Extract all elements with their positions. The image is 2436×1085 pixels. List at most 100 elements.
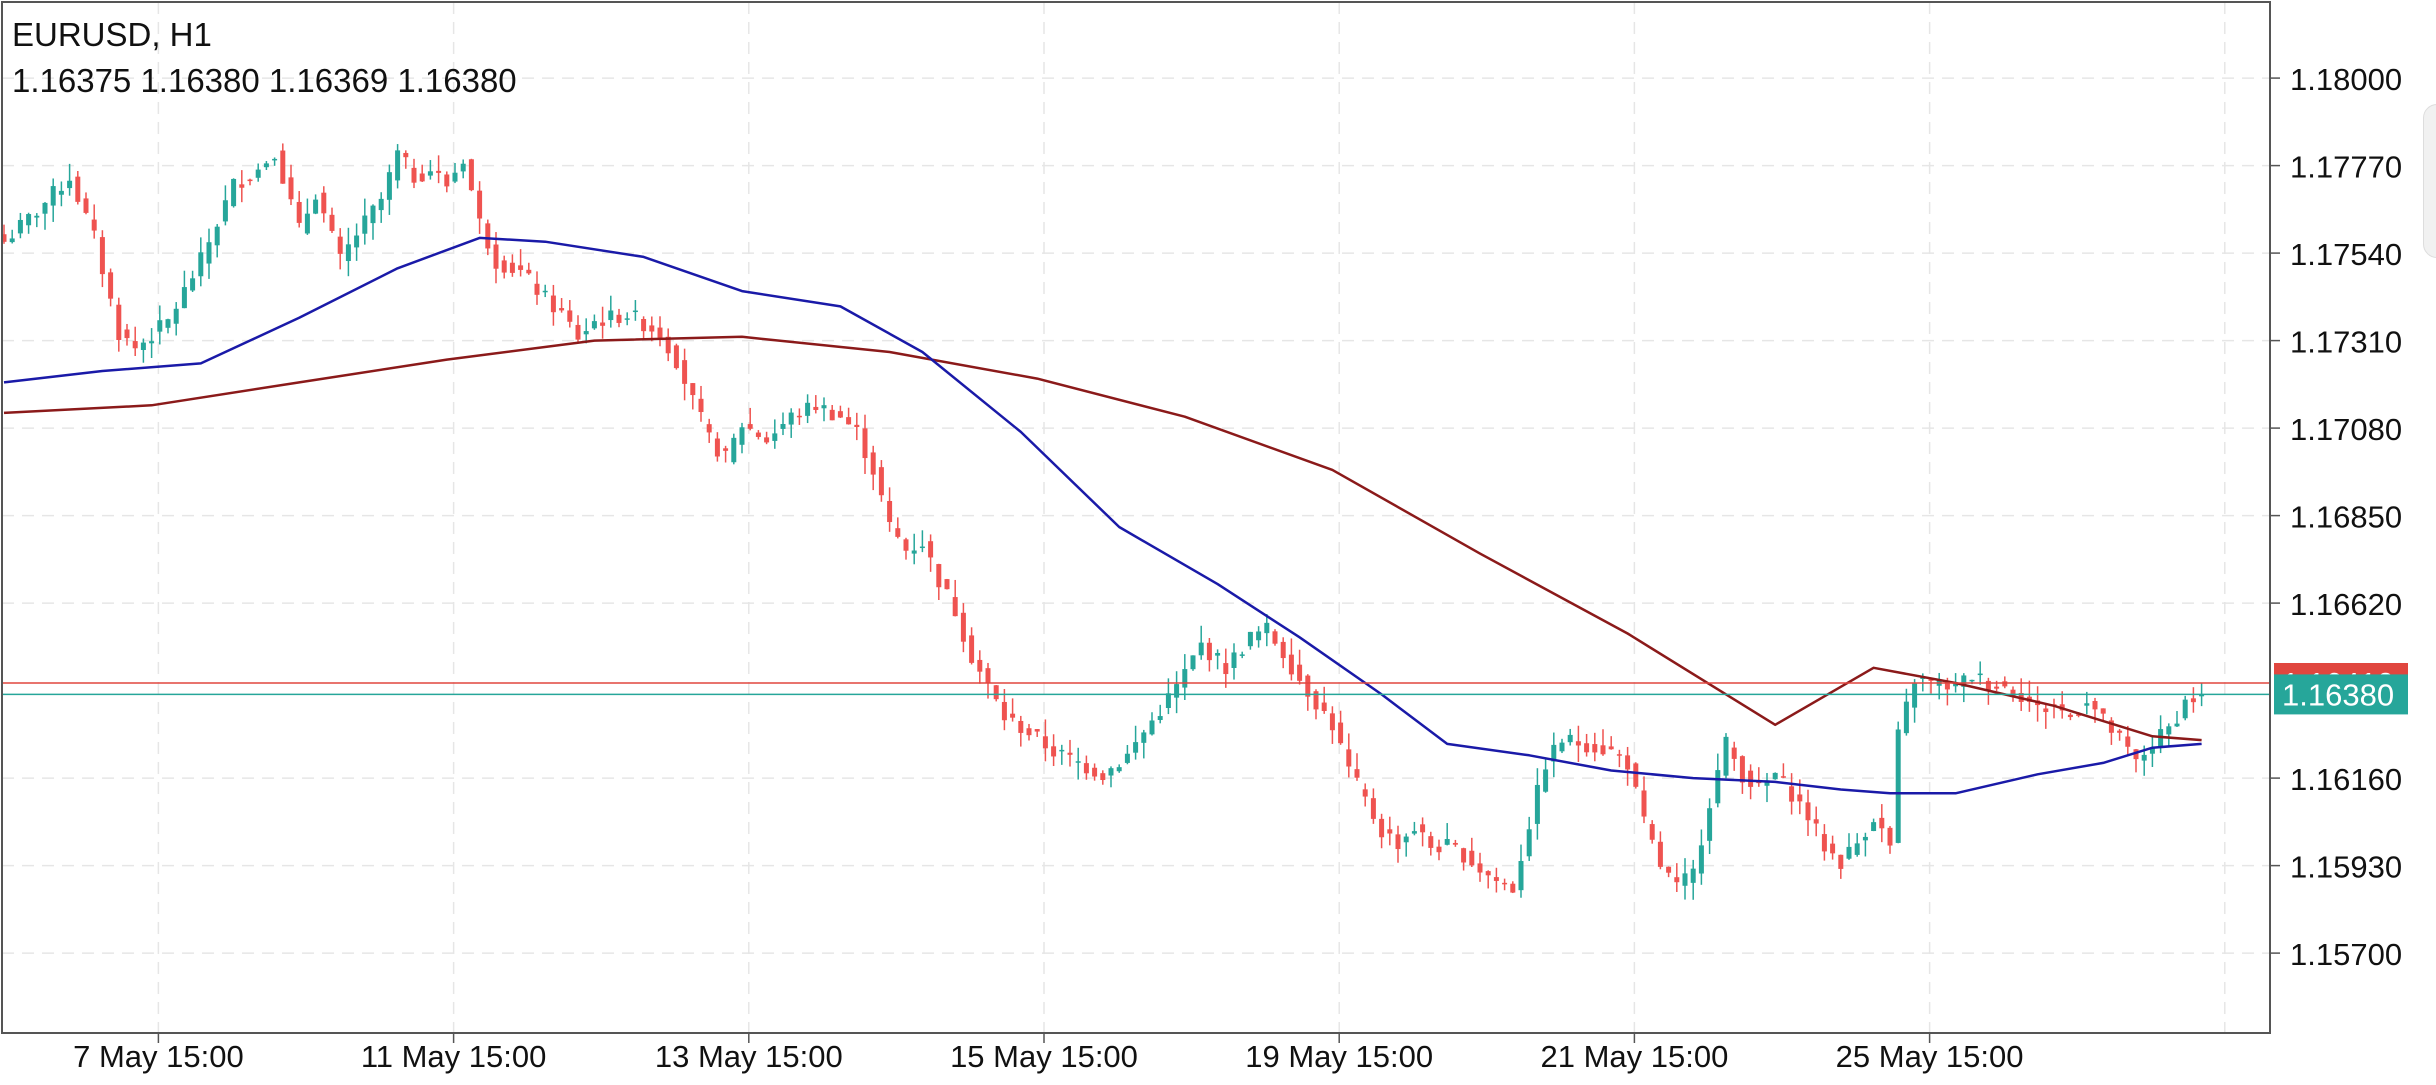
bear-candle bbox=[641, 319, 647, 332]
bear-candle bbox=[1805, 802, 1811, 821]
bull-candle bbox=[354, 235, 360, 248]
bull-candle bbox=[632, 310, 638, 313]
bear-candle bbox=[682, 360, 688, 384]
bear-candle bbox=[1067, 752, 1073, 755]
x-tick-label: 19 May 15:00 bbox=[1245, 1039, 1433, 1074]
bear-candle bbox=[2108, 720, 2114, 733]
bear-candle bbox=[764, 437, 770, 443]
bear-candle bbox=[813, 406, 819, 410]
bull-candle bbox=[181, 287, 187, 309]
bull-candle bbox=[17, 219, 23, 234]
y-tick-label: 1.15700 bbox=[2290, 937, 2402, 972]
bull-candle bbox=[345, 244, 351, 262]
bear-candle bbox=[1288, 654, 1294, 675]
bull-candle bbox=[9, 238, 15, 243]
bear-candle bbox=[2133, 749, 2139, 760]
bear-candle bbox=[99, 237, 105, 275]
bull-candle bbox=[140, 342, 146, 350]
bear-candle bbox=[1789, 786, 1795, 802]
bull-candle bbox=[1174, 684, 1180, 698]
bull-candle bbox=[58, 190, 64, 195]
bull-candle bbox=[1715, 770, 1721, 804]
time-axis[interactable]: 7 May 15:00 11 May 15:00 13 May 15:00 15 Ma… bbox=[73, 1033, 2024, 1074]
x-tick-label: 21 May 15:00 bbox=[1540, 1039, 1728, 1074]
bull-candle bbox=[1723, 736, 1729, 776]
bear-candle bbox=[1731, 747, 1737, 759]
bear-candle bbox=[1346, 749, 1352, 767]
bull-candle bbox=[1551, 744, 1557, 762]
bull-candle bbox=[386, 172, 392, 200]
bear-candle bbox=[887, 500, 893, 523]
price-axis[interactable]: 1.18000 1.17770 1.17540 1.17310 1.17080 1.168… bbox=[2270, 62, 2402, 972]
bear-candle bbox=[1034, 729, 1040, 732]
bear-candle bbox=[1018, 720, 1024, 733]
bear-candle bbox=[1379, 818, 1385, 838]
bull-candle bbox=[542, 290, 548, 293]
bear-candle bbox=[1994, 686, 2000, 689]
bear-candle bbox=[509, 262, 515, 273]
bull-candle bbox=[173, 308, 179, 324]
bull-candle bbox=[1518, 861, 1524, 891]
bear-candle bbox=[1436, 846, 1442, 853]
bear-candle bbox=[1001, 701, 1007, 721]
bear-candle bbox=[1100, 773, 1106, 781]
bear-candle bbox=[419, 173, 425, 182]
bear-candle bbox=[969, 635, 975, 663]
bull-candle bbox=[263, 163, 269, 168]
bull-candle bbox=[591, 321, 597, 329]
bear-candle bbox=[846, 417, 852, 425]
bear-candle bbox=[1748, 770, 1754, 787]
bear-candle bbox=[444, 174, 450, 187]
bear-candle bbox=[1026, 728, 1032, 736]
price-markers: 1.164101.16380 bbox=[2274, 662, 2408, 715]
bid-price-marker bbox=[2274, 674, 2408, 715]
bull-candle bbox=[26, 214, 32, 226]
bear-candle bbox=[649, 325, 655, 332]
bull-candle bbox=[739, 427, 745, 445]
bull-candle bbox=[583, 331, 589, 335]
bull-candle bbox=[1871, 822, 1877, 832]
bull-candle bbox=[624, 318, 630, 320]
bear-candle bbox=[1584, 743, 1590, 753]
bull-candle bbox=[1133, 742, 1139, 753]
bull-candle bbox=[1559, 742, 1565, 752]
bear-candle bbox=[550, 295, 556, 313]
bear-candle bbox=[1280, 641, 1286, 659]
bull-candle bbox=[1116, 767, 1122, 772]
bull-candle bbox=[731, 437, 737, 463]
horizontal-grid bbox=[2, 77, 2270, 954]
bull-candle bbox=[149, 341, 155, 344]
bear-candle bbox=[698, 398, 704, 413]
bull-candle bbox=[2166, 726, 2172, 735]
bull-candle bbox=[772, 433, 778, 441]
bear-candle bbox=[723, 448, 729, 451]
plot-border bbox=[1, 1, 2271, 1034]
side-panel-handle[interactable] bbox=[2423, 104, 2436, 258]
bear-candle bbox=[1780, 776, 1786, 778]
bull-candle bbox=[1567, 734, 1573, 743]
y-tick-label: 1.16160 bbox=[2290, 762, 2402, 797]
bear-candle bbox=[132, 341, 138, 349]
bear-candle bbox=[944, 579, 950, 590]
bull-candle bbox=[2199, 694, 2205, 697]
bear-candle bbox=[755, 432, 761, 437]
bear-candle bbox=[1985, 680, 1991, 691]
bear-candle bbox=[2100, 708, 2106, 714]
bull-candle bbox=[821, 405, 827, 409]
bear-candle bbox=[91, 219, 97, 231]
bear-candle bbox=[1625, 755, 1631, 770]
bear-candle bbox=[936, 564, 942, 588]
bull-candle bbox=[214, 226, 220, 246]
bear-candle bbox=[1674, 877, 1680, 883]
bear-candle bbox=[280, 150, 286, 184]
plot-frame[interactable] bbox=[2, 2, 2270, 1033]
bear-candle bbox=[1838, 854, 1844, 869]
bear-candle bbox=[1051, 746, 1057, 757]
bear-candle bbox=[1420, 824, 1426, 833]
y-tick-label: 1.18000 bbox=[2290, 62, 2402, 97]
bear-candle bbox=[952, 597, 958, 617]
plot-border-rect bbox=[1, 1, 2271, 1034]
bear-candle bbox=[1469, 850, 1475, 866]
bear-candle bbox=[1083, 763, 1089, 774]
